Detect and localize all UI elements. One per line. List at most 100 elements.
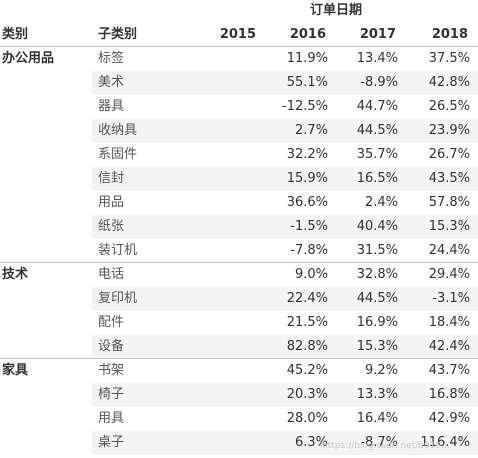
subcategory-label: 书架 xyxy=(98,363,125,378)
value-2016: 45.2% xyxy=(286,363,328,378)
subcategory-label: 用品 xyxy=(98,195,125,210)
value-2018: 42.9% xyxy=(428,411,470,426)
subcategory-column-header[interactable]: 子类别 xyxy=(98,27,138,42)
value-2017: 31.5% xyxy=(356,243,398,258)
value-2017: 44.5% xyxy=(356,291,398,306)
subcategory-label: 纸张 xyxy=(98,219,125,234)
table-row[interactable]: 美术 55.1% -8.9% 42.8% xyxy=(92,71,478,95)
subcategory-label: 复印机 xyxy=(98,291,138,306)
subcategory-label: 美术 xyxy=(98,75,125,90)
table-row[interactable]: 收纳具 2.7% 44.5% 23.9% xyxy=(92,119,478,143)
subcategory-label: 用具 xyxy=(98,411,125,426)
subcategory-label: 器具 xyxy=(98,99,125,114)
value-2018: 29.4% xyxy=(428,267,470,282)
group-divider xyxy=(0,262,478,263)
value-2016: 2.7% xyxy=(294,123,328,138)
value-2018: 43.7% xyxy=(428,363,470,378)
value-2018: 24.4% xyxy=(428,243,470,258)
value-2016: 22.4% xyxy=(286,291,328,306)
table-row[interactable]: 系固件 32.2% 35.7% 26.7% xyxy=(92,143,478,167)
table-row[interactable]: 纸张 -1.5% 40.4% 15.3% xyxy=(92,215,478,239)
subcategory-label: 信封 xyxy=(98,171,125,186)
value-2017: 16.5% xyxy=(356,171,398,186)
table-row[interactable]: 书架 45.2% 9.2% 43.7% xyxy=(92,359,478,383)
year-2017-header[interactable]: 2017 xyxy=(359,27,396,42)
value-2018: 42.4% xyxy=(428,339,470,354)
table-row[interactable]: 器具 -12.5% 44.7% 26.5% xyxy=(92,95,478,119)
table-row[interactable]: 设备 82.8% 15.3% 42.4% xyxy=(92,335,478,359)
value-2017: 44.5% xyxy=(356,123,398,138)
value-2018: 37.5% xyxy=(428,51,470,66)
value-2017: 2.4% xyxy=(364,195,398,210)
value-2017: 9.2% xyxy=(364,363,398,378)
value-2016: 32.2% xyxy=(286,147,328,162)
table-row[interactable]: 用品 36.6% 2.4% 57.8% xyxy=(92,191,478,215)
value-2016: 20.3% xyxy=(286,387,328,402)
category-label[interactable]: 技术 xyxy=(2,267,29,282)
value-2017: 16.4% xyxy=(356,411,398,426)
table-row[interactable]: 装订机 -7.8% 31.5% 24.4% xyxy=(92,239,478,263)
subcategory-label: 配件 xyxy=(98,315,125,330)
table-row[interactable]: 复印机 22.4% 44.5% -3.1% xyxy=(92,287,478,311)
table-row[interactable]: 桌子 6.3% -8.7% 116.4% xyxy=(92,431,478,455)
value-2018: 16.8% xyxy=(428,387,470,402)
value-2018: 57.8% xyxy=(428,195,470,210)
column-header-row: 类别 子类别 2015 2016 2017 2018 xyxy=(0,24,478,47)
category-column-header[interactable]: 类别 xyxy=(2,27,29,42)
value-2016: 28.0% xyxy=(286,411,328,426)
value-2016: 6.3% xyxy=(294,435,328,450)
value-2016: 36.6% xyxy=(286,195,328,210)
value-2016: 82.8% xyxy=(286,339,328,354)
value-2018: 18.4% xyxy=(428,315,470,330)
value-2017: 32.8% xyxy=(356,267,398,282)
table-row[interactable]: 椅子 20.3% 13.3% 16.8% xyxy=(92,383,478,407)
value-2017: -8.7% xyxy=(360,435,398,450)
value-2018: 23.9% xyxy=(428,123,470,138)
table-row[interactable]: 用具 28.0% 16.4% 42.9% xyxy=(92,407,478,431)
value-2018: 42.8% xyxy=(428,75,470,90)
value-2017: 16.9% xyxy=(356,315,398,330)
value-2016: 55.1% xyxy=(286,75,328,90)
value-2016: 21.5% xyxy=(286,315,328,330)
subcategory-label: 收纳具 xyxy=(98,123,138,138)
year-2016-header[interactable]: 2016 xyxy=(289,27,326,42)
value-2017: 13.4% xyxy=(356,51,398,66)
subcategory-label: 电话 xyxy=(98,267,125,282)
subcategory-label: 系固件 xyxy=(98,147,138,162)
subcategory-label: 设备 xyxy=(98,339,125,354)
category-label[interactable]: 家具 xyxy=(2,363,29,378)
value-2017: 40.4% xyxy=(356,219,398,234)
year-2018-header[interactable]: 2018 xyxy=(431,27,468,42)
watermark: https://blog.csdn.net/u010... xyxy=(322,441,450,451)
value-2017: 44.7% xyxy=(356,99,398,114)
group-divider xyxy=(0,358,478,359)
year-2015-header[interactable]: 2015 xyxy=(219,27,256,42)
subcategory-label: 桌子 xyxy=(98,435,125,450)
value-2018: 15.3% xyxy=(428,219,470,234)
value-2016: 9.0% xyxy=(294,267,328,282)
value-2016: 11.9% xyxy=(286,51,328,66)
table-row[interactable]: 配件 21.5% 16.9% 18.4% xyxy=(92,311,478,335)
value-2018: 43.5% xyxy=(428,171,470,186)
value-2017: 13.3% xyxy=(356,387,398,402)
category-label[interactable]: 办公用品 xyxy=(2,51,55,66)
subcategory-label: 装订机 xyxy=(98,243,138,258)
subcategory-label: 椅子 xyxy=(98,387,125,402)
value-2016: -1.5% xyxy=(290,219,328,234)
value-2017: -8.9% xyxy=(360,75,398,90)
value-2017: 15.3% xyxy=(356,339,398,354)
value-2018: -3.1% xyxy=(432,291,470,306)
value-2016: 15.9% xyxy=(286,171,328,186)
order-date-header: 订单日期 xyxy=(309,3,362,18)
table-row[interactable]: 电话 9.0% 32.8% 29.4% xyxy=(92,263,478,287)
table-row[interactable]: 标签 11.9% 13.4% 37.5% xyxy=(92,47,478,71)
table-row[interactable]: 信封 15.9% 16.5% 43.5% xyxy=(92,167,478,191)
subcategory-label: 标签 xyxy=(98,51,125,66)
value-2018: 26.5% xyxy=(428,99,470,114)
value-2018: 116.4% xyxy=(420,435,470,450)
value-2016: -7.8% xyxy=(290,243,328,258)
value-2017: 35.7% xyxy=(356,147,398,162)
value-2018: 26.7% xyxy=(428,147,470,162)
value-2016: -12.5% xyxy=(282,99,328,114)
